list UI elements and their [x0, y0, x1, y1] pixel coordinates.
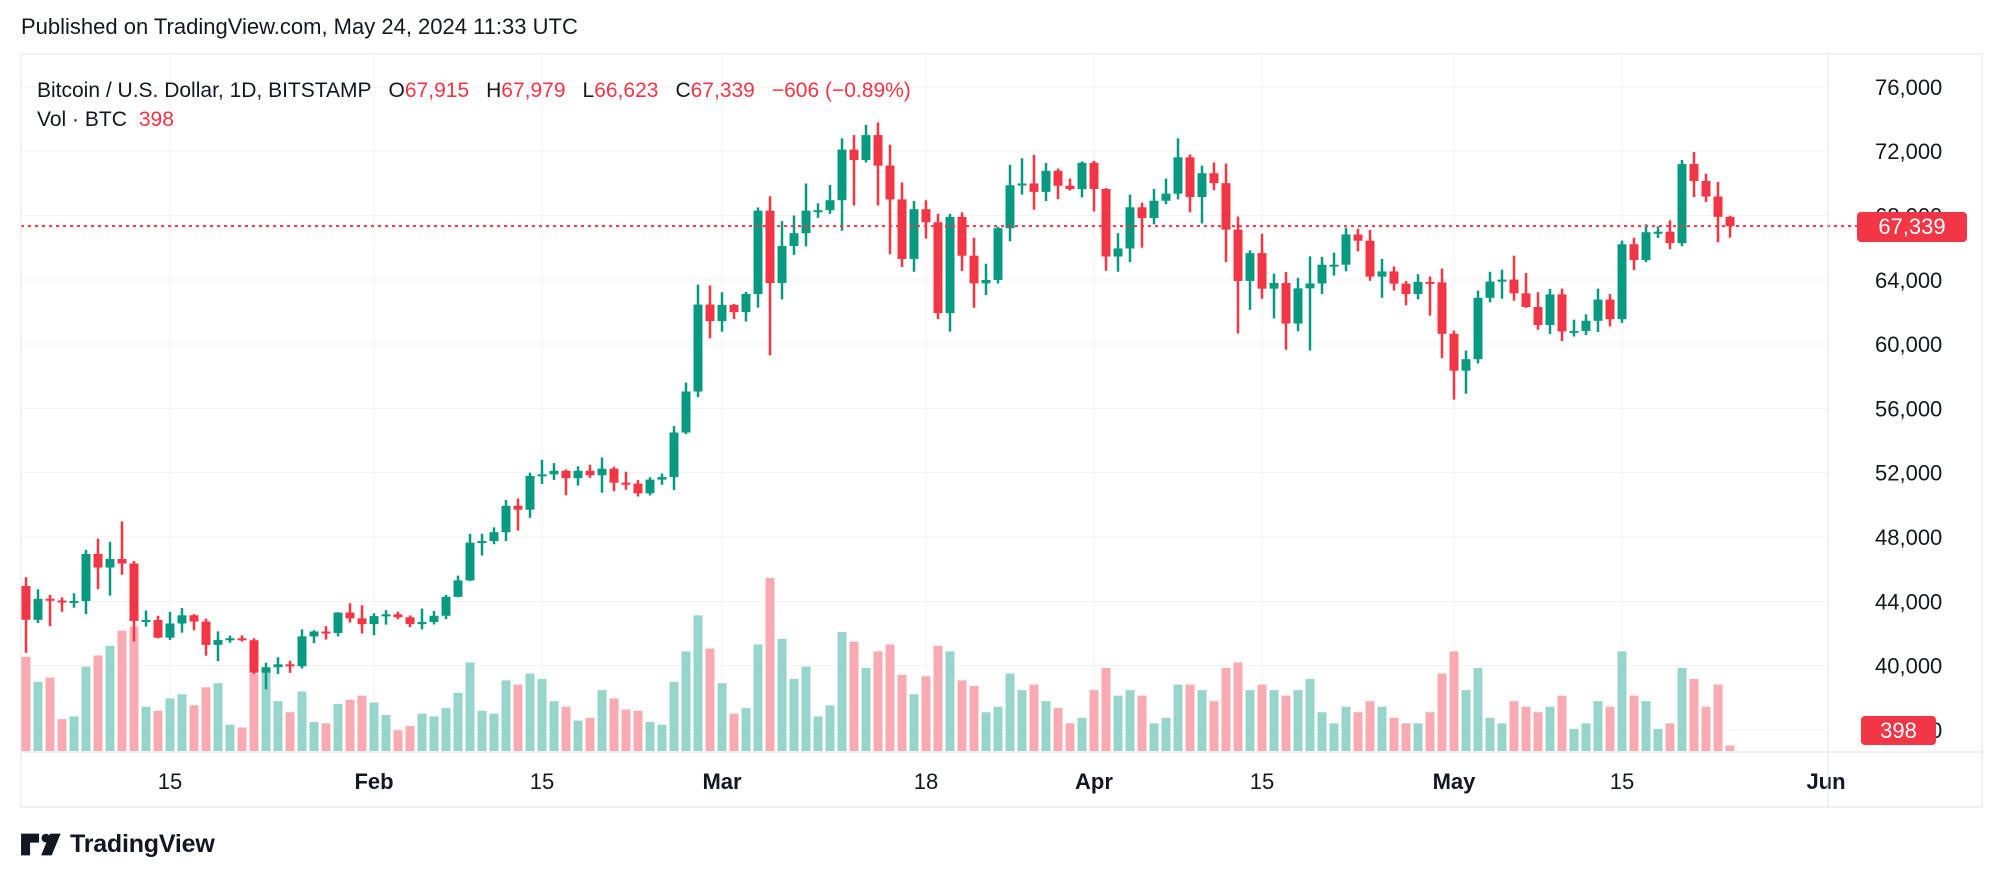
- open-label: O: [388, 79, 405, 102]
- price-axis-labels: 76,00072,00068,00064,00060,00056,00052,0…: [1875, 75, 1942, 743]
- svg-text:18: 18: [914, 769, 938, 794]
- published-line: Published on TradingView.com, May 24, 20…: [21, 14, 578, 39]
- last-price-badge: 67,339: [1857, 212, 1967, 242]
- svg-text:Jun: Jun: [1806, 769, 1845, 794]
- tradingview-logo-icon: [21, 833, 61, 856]
- svg-text:15: 15: [1610, 769, 1634, 794]
- time-axis-labels: 15 Feb 15 Mar 18 Apr 15 May 15 Jun: [158, 769, 1846, 794]
- volume-label: Vol · BTC: [37, 108, 127, 131]
- grid-lines: [21, 54, 1828, 752]
- volume-legend: Vol · BTC 398: [37, 107, 174, 133]
- svg-text:44,000: 44,000: [1875, 589, 1942, 614]
- svg-text:56,000: 56,000: [1875, 396, 1942, 421]
- change-value: −606 (−0.89%): [771, 79, 911, 102]
- low-value: 66,623: [594, 79, 659, 102]
- volume-value: 398: [138, 108, 174, 131]
- svg-text:60,000: 60,000: [1875, 332, 1942, 357]
- open-value: 67,915: [404, 79, 470, 102]
- svg-text:15: 15: [530, 769, 554, 794]
- brand-name: TradingView: [70, 830, 215, 858]
- svg-text:15: 15: [1250, 769, 1274, 794]
- svg-text:15: 15: [158, 769, 182, 794]
- symbol-legend: Bitcoin / U.S. Dollar, 1D, BITSTAMP O67,9…: [37, 78, 911, 104]
- svg-text:Apr: Apr: [1075, 769, 1113, 794]
- close-label: C: [675, 79, 691, 102]
- chart-frame-border: [20, 53, 1983, 808]
- svg-text:48,000: 48,000: [1875, 525, 1942, 550]
- svg-text:Feb: Feb: [354, 769, 393, 794]
- svg-text:64,000: 64,000: [1875, 268, 1942, 293]
- svg-text:52,000: 52,000: [1875, 461, 1942, 486]
- last-volume-badge: 398: [1861, 716, 1936, 745]
- footer-branding[interactable]: TradingView: [21, 830, 215, 859]
- svg-text:May: May: [1433, 769, 1477, 794]
- high-label: H: [486, 79, 502, 102]
- svg-text:76,000: 76,000: [1875, 75, 1942, 100]
- svg-text:40,000: 40,000: [1875, 654, 1942, 679]
- symbol-title: Bitcoin / U.S. Dollar, 1D, BITSTAMP: [37, 79, 372, 102]
- svg-text:72,000: 72,000: [1875, 139, 1942, 164]
- close-value: 67,339: [690, 79, 755, 102]
- svg-text:Mar: Mar: [702, 769, 742, 794]
- volume-bars: [21, 578, 1735, 751]
- candles: [21, 122, 1735, 690]
- high-value: 67,979: [501, 79, 566, 102]
- low-label: L: [582, 79, 595, 102]
